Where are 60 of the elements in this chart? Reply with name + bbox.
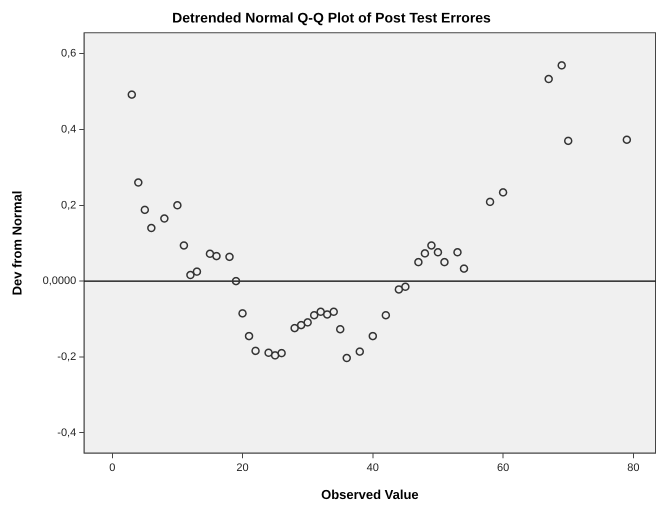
point [557, 61, 566, 70]
y-tick-label: 0,4 [60, 123, 76, 136]
point [544, 74, 553, 84]
point [160, 214, 169, 223]
point [356, 347, 364, 356]
y-tick-label: -0,2 [57, 350, 76, 363]
y-axis-title: Dev from Normal [9, 190, 24, 296]
point [225, 252, 234, 262]
point [128, 90, 136, 99]
point [206, 250, 214, 258]
point [140, 206, 150, 214]
point [290, 324, 299, 332]
point [303, 318, 312, 327]
x-tick-label: 80 [627, 462, 640, 474]
y-tick-label: 0,6 [60, 48, 76, 60]
point [134, 178, 143, 187]
point [564, 136, 572, 146]
point [453, 248, 462, 257]
x-axis-title: Observed Value [321, 486, 419, 502]
point [310, 310, 318, 320]
point [427, 241, 436, 250]
point [264, 348, 273, 357]
point [251, 346, 260, 356]
y-tick-label: 0,0000 [42, 275, 76, 288]
point [342, 354, 351, 362]
point [486, 198, 494, 206]
point [270, 351, 280, 360]
x-tick-label: 0 [109, 462, 116, 474]
point [401, 282, 410, 292]
point [420, 249, 430, 258]
point [244, 332, 254, 340]
point [186, 270, 195, 280]
x-tick-label: 40 [366, 462, 379, 474]
point [434, 248, 442, 257]
point [277, 348, 286, 358]
point [322, 310, 332, 319]
point [238, 309, 247, 318]
point [336, 324, 344, 334]
point [296, 320, 306, 330]
y-tick-label: -0,4 [57, 426, 76, 439]
point [316, 308, 325, 316]
point [212, 252, 221, 260]
point [368, 332, 378, 340]
point [232, 276, 240, 286]
point [394, 285, 404, 294]
point [414, 258, 423, 266]
point [498, 188, 508, 197]
x-tick-label: 60 [496, 462, 510, 474]
y-tick-label: 0,2 [60, 199, 76, 212]
point [173, 201, 182, 210]
point [440, 258, 449, 266]
point [329, 308, 338, 316]
point [192, 267, 202, 276]
point [622, 135, 632, 144]
point [147, 224, 156, 232]
point [180, 241, 188, 250]
point [382, 310, 390, 320]
chart-title: Detrended Normal Q-Q Plot of Post Test Errores [172, 9, 492, 26]
x-tick-label: 20 [236, 462, 249, 474]
point [460, 264, 468, 273]
